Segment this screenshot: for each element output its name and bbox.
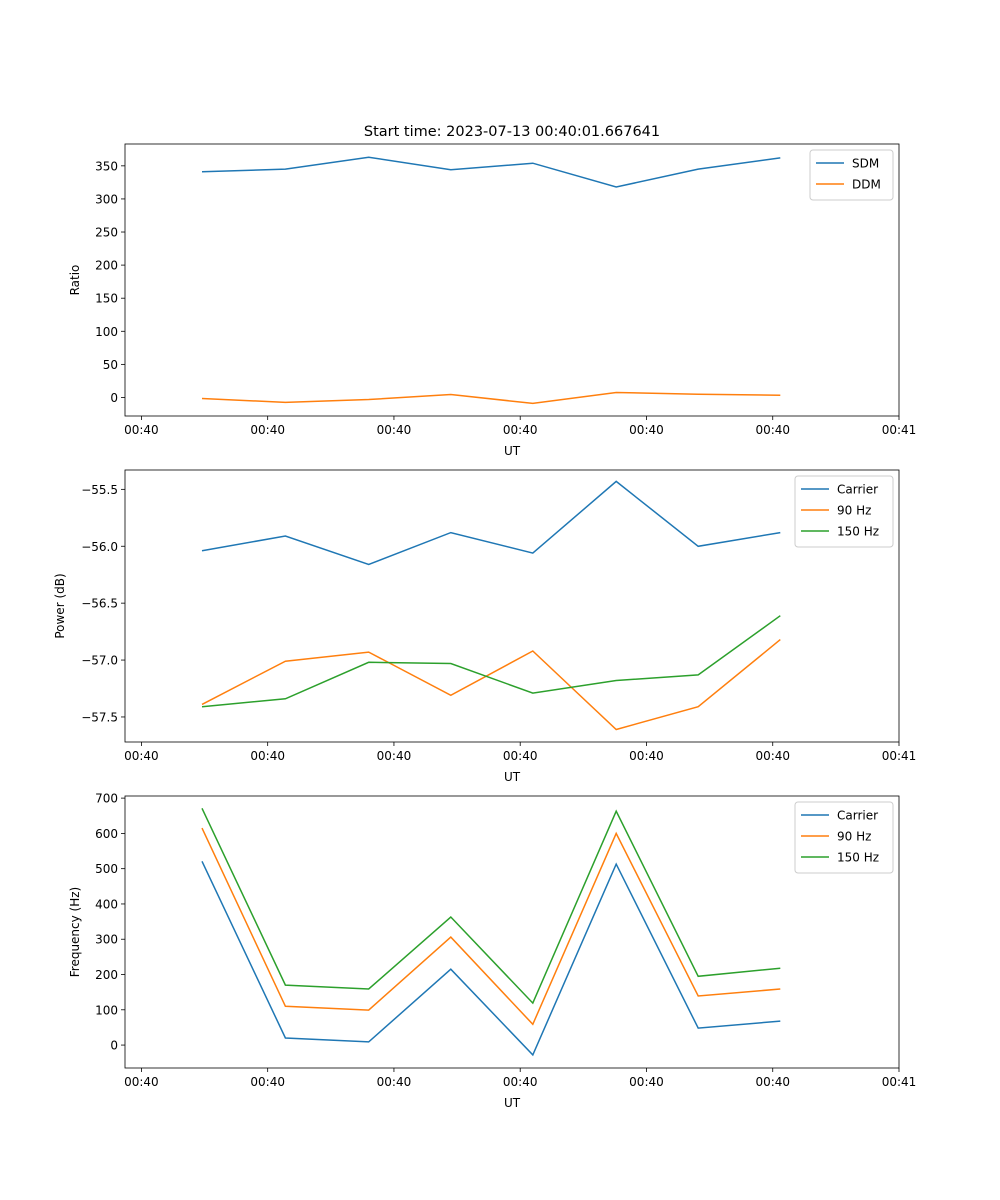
x-axis-label: UT xyxy=(504,770,521,784)
series-line-90-hz xyxy=(201,639,781,731)
y-tick-label: 0 xyxy=(110,391,118,405)
x-tick-label: 00:40 xyxy=(629,749,664,763)
axes-frame xyxy=(124,795,900,1069)
series-line-150-hz xyxy=(201,807,781,1005)
x-tick-label: 00:40 xyxy=(124,423,159,437)
y-tick-label: 350 xyxy=(95,159,118,173)
y-tick-label: 400 xyxy=(95,897,118,911)
x-tick-label: 00:40 xyxy=(250,423,285,437)
x-tick-label: 00:40 xyxy=(377,1075,412,1089)
y-tick-label: 500 xyxy=(95,862,118,876)
legend-label: DDM xyxy=(852,178,881,192)
y-tick-label: 100 xyxy=(95,325,118,339)
axes-frame xyxy=(124,469,900,743)
x-tick-label: 00:41 xyxy=(882,749,917,763)
legend-label: Carrier xyxy=(837,809,878,823)
y-tick-label: 300 xyxy=(95,192,118,206)
y-tick-label: 100 xyxy=(95,1003,118,1017)
x-tick-label: 00:40 xyxy=(250,749,285,763)
legend-label: SDM xyxy=(852,157,879,171)
legend: Carrier 90 Hz 150 Hz xyxy=(794,801,894,874)
y-tick-label: 250 xyxy=(95,226,118,240)
subplot-3: 00:40 00:40 00:40 00:40 00:40 00:40 00:41 0 100 2… xyxy=(68,792,916,1110)
y-tick-label: 600 xyxy=(95,827,118,841)
series-line-150-hz xyxy=(201,615,781,708)
x-tick-label: 00:40 xyxy=(124,1075,159,1089)
legend-label: 150 Hz xyxy=(837,525,879,539)
x-tick-label: 00:40 xyxy=(124,749,159,763)
legend-label: 90 Hz xyxy=(837,504,871,518)
x-tick-label: 00:40 xyxy=(503,749,538,763)
x-tick-label: 00:40 xyxy=(755,749,790,763)
y-tick-label: 50 xyxy=(103,358,118,372)
x-tick-label: 00:41 xyxy=(882,1075,917,1089)
x-tick-label: 00:40 xyxy=(629,1075,664,1089)
y-tick-label: −55.5 xyxy=(81,483,118,497)
series-line-carrier xyxy=(201,480,781,566)
x-tick-label: 00:40 xyxy=(377,423,412,437)
y-tick-label: −57.5 xyxy=(81,710,118,724)
series-line-carrier xyxy=(201,860,781,1057)
y-axis-label: Frequency (Hz) xyxy=(68,887,82,978)
y-tick-label: 700 xyxy=(95,792,118,806)
x-tick-label: 00:41 xyxy=(882,423,917,437)
subplot-2: 00:40 00:40 00:40 00:40 00:40 00:40 00:41 −57.5… xyxy=(53,469,917,784)
x-tick-label: 00:40 xyxy=(629,423,664,437)
legend-label: 150 Hz xyxy=(837,851,879,865)
x-tick-label: 00:40 xyxy=(755,1075,790,1089)
y-tick-label: 300 xyxy=(95,933,118,947)
figure-title: Start time: 2023-07-13 00:40:01.667641 xyxy=(364,124,660,140)
y-tick-label: −56.5 xyxy=(81,597,118,611)
series-line-ddm xyxy=(201,391,781,405)
y-axis-label: Ratio xyxy=(68,265,82,296)
y-axis-label: Power (dB) xyxy=(53,573,67,638)
x-tick-label: 00:40 xyxy=(250,1075,285,1089)
y-tick-label: −57.0 xyxy=(81,654,118,668)
x-axis-label: UT xyxy=(504,444,521,458)
axes-frame xyxy=(124,143,900,417)
x-tick-label: 00:40 xyxy=(503,423,538,437)
subplot-1: 00:40 00:40 00:40 00:40 00:40 00:40 00:41 0 50 10… xyxy=(68,143,917,458)
x-tick-label: 00:40 xyxy=(377,749,412,763)
legend-label: Carrier xyxy=(837,483,878,497)
y-tick-label: 200 xyxy=(95,968,118,982)
legend-box xyxy=(794,475,894,548)
legend-label: 90 Hz xyxy=(837,830,871,844)
legend-box xyxy=(794,801,894,874)
x-axis-label: UT xyxy=(504,1096,521,1110)
legend: SDM DDM xyxy=(809,149,894,201)
y-tick-label: 150 xyxy=(95,292,118,306)
legend: Carrier 90 Hz 150 Hz xyxy=(794,475,894,548)
x-tick-label: 00:40 xyxy=(503,1075,538,1089)
y-tick-label: −56.0 xyxy=(81,540,118,554)
series-line-90-hz xyxy=(201,827,781,1026)
x-tick-label: 00:40 xyxy=(755,423,790,437)
y-tick-label: 200 xyxy=(95,259,118,273)
y-tick-label: 0 xyxy=(110,1039,118,1053)
series-line-sdm xyxy=(201,156,781,188)
